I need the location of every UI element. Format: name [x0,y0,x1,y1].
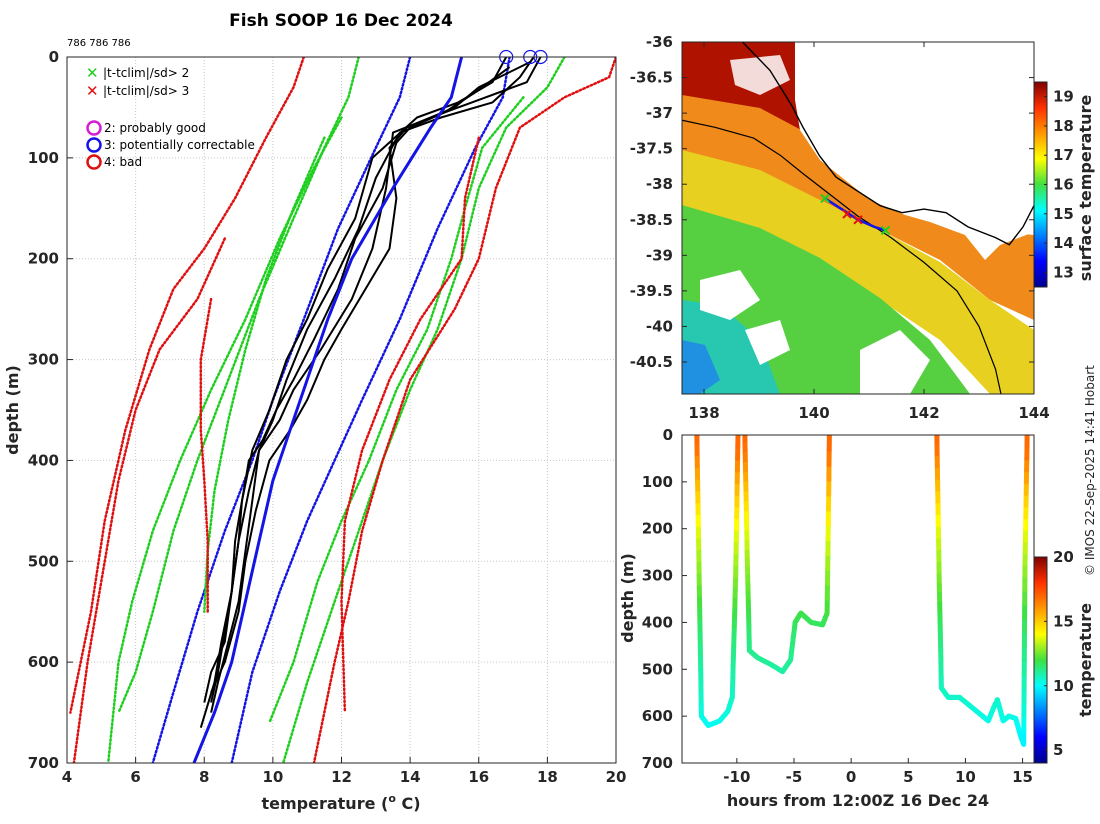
timeline-ytick-label: 300 [642,567,673,585]
map-xtick-label: 138 [688,404,719,422]
profile-id-label: 786 786 786 [67,38,131,49]
timeline-xtick-label: 5 [903,768,913,786]
timeline-ytick-label: 0 [663,426,673,444]
sst-map-field [682,42,1034,394]
legend-item-potentially-correctable: 3: potentially correctable [88,138,255,152]
sst-map: 138 140 142 144 -36 -36.5 -37 -37.5 -38 -38.5 -39 -… [630,33,1095,422]
profile-xtick-label: 14 [400,768,421,786]
profile-xlabel-main: temperature ( [261,794,388,813]
timeline-ytick-label: 600 [642,707,673,725]
profile-xtick-label: 10 [262,768,283,786]
profile-ytick-label: 700 [28,754,59,772]
profile-xtick-label: 4 [62,768,72,786]
timeline-ylabel: depth (m) [618,553,637,643]
timeline-colorbar-tick-label: 15 [1053,612,1074,630]
map-colorbar-tick-label: 17 [1053,146,1074,164]
legend-marker-x-green: ✕ [86,64,99,82]
map-ytick-label: -39 [646,246,673,264]
timeline-xlabel: hours from 12:00Z 16 Dec 24 [727,791,989,810]
timeline-xtick-label: 0 [846,768,856,786]
legend-item-probably-good: 2: probably good [88,121,206,135]
profile-xlabel-unit: C) [396,794,421,813]
timeline-colorbar-tick-label: 20 [1053,548,1074,566]
map-ytick-label: -38 [646,175,673,193]
timeline-chart: -10 -5 0 5 10 15 0 100 200 300 400 500 600 700 depth … [618,426,1095,810]
timeline-ytick-label: 200 [642,520,673,538]
timeline-colorbar-tick-label: 10 [1053,677,1074,695]
map-xtick-label: 144 [1018,404,1049,422]
legend-label-2sd: |t-tclim|/sd> 2 [103,66,189,80]
map-ytick-label: -39.5 [630,282,673,300]
profile-xlabel: temperature (o C) [261,792,420,813]
map-ytick-label: -40 [646,317,673,335]
timeline-colorbar [1034,557,1047,763]
profile-ytick-label: 0 [49,48,59,66]
timeline-colorbar-ticks: 5 10 15 20 [1044,548,1074,759]
timeline-ytick-label: 700 [642,754,673,772]
legend-label-bad: 4: bad [104,155,142,169]
timeline-xtick-label: -5 [786,768,803,786]
timeline-colorbar-label: temperature [1076,603,1095,717]
timeline-ytick-label: 100 [642,473,673,491]
figure-title: Fish SOOP 16 Dec 2024 [229,11,453,31]
map-ytick-label: -36 [646,33,673,51]
map-xtick-label: 142 [908,404,939,422]
timeline-xtick-label: 10 [955,768,976,786]
map-colorbar-tick-label: 19 [1053,88,1074,106]
profile-ytick-label: 600 [28,653,59,671]
map-colorbar-tick-label: 14 [1053,234,1074,252]
map-colorbar-tick-label: 15 [1053,205,1074,223]
map-colorbar-tick-label: 13 [1053,263,1074,281]
map-ytick-label: -37.5 [630,140,673,158]
map-ytick-label: -40.5 [630,353,673,371]
timeline-ytick-label: 500 [642,660,673,678]
profile-ytick-label: 200 [28,250,59,268]
profile-xtick-label: 6 [130,768,140,786]
profile-ytick-label: 500 [28,552,59,570]
map-colorbar-tick-label: 16 [1053,176,1074,194]
map-ytick-label: -38.5 [630,211,673,229]
credit-text: © IMOS 22-Sep-2025 14:41 Hobart [1083,365,1097,576]
map-xtick-label: 140 [798,404,829,422]
legend-marker-x-red: ✕ [86,82,99,100]
map-colorbar-label: surface temperature [1076,95,1095,282]
profile-xtick-label: 8 [199,768,209,786]
map-colorbar-tick-label: 18 [1053,117,1074,135]
profile-ytick-label: 300 [28,351,59,369]
timeline-colorbar-tick-label: 5 [1053,741,1063,759]
timeline-xtick-label: -10 [723,768,750,786]
profile-ytick-label: 400 [28,451,59,469]
map-ytick-label: -36.5 [630,69,673,87]
timeline-ytick-label: 400 [642,613,673,631]
profile-xtick-label: 18 [537,768,558,786]
timeline-xtick-label: 15 [1012,768,1033,786]
profile-xtick-label: 12 [331,768,352,786]
profile-xtick-label: 20 [606,768,627,786]
profile-ylabel: depth (m) [3,365,22,455]
profile-xtick-label: 16 [468,768,489,786]
legend-label-3sd: |t-tclim|/sd> 3 [103,84,189,98]
legend-label-potentially-correctable: 3: potentially correctable [104,138,255,152]
map-ytick-label: -37 [646,104,673,122]
profile-ytick-label: 100 [28,149,59,167]
legend-label-probably-good: 2: probably good [104,121,206,135]
map-colorbar-ticks: 13 14 15 16 17 18 19 [1044,88,1074,282]
